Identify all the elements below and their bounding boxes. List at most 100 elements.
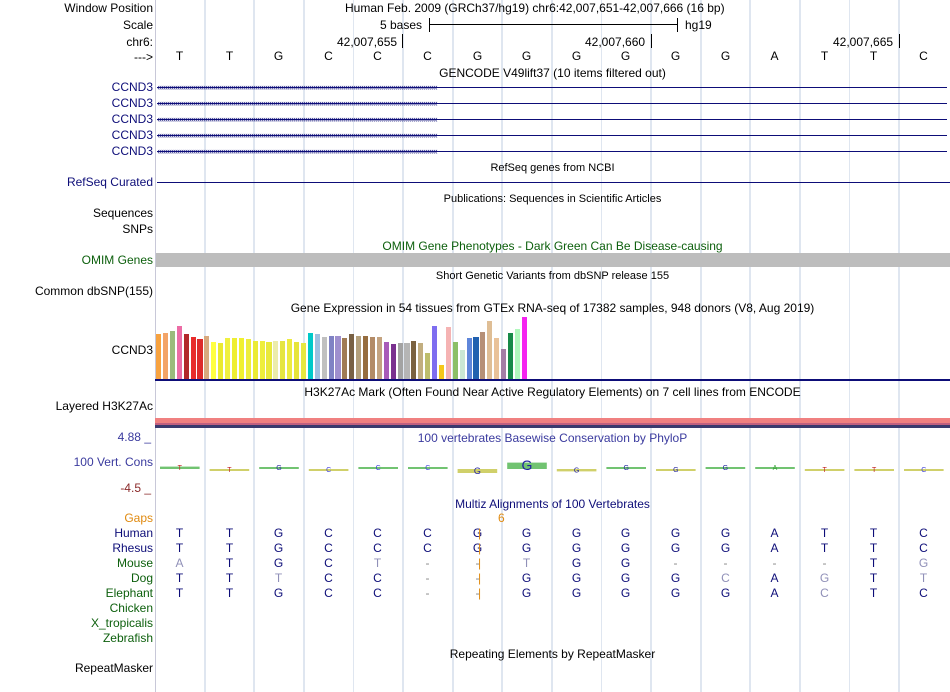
gtex-tissue-bar[interactable] — [162, 333, 169, 379]
gtex-tissue-bar[interactable] — [473, 337, 479, 379]
gtex-tissue-bar[interactable] — [459, 350, 465, 379]
gtex-tissue-bar[interactable] — [432, 326, 438, 379]
phylop-score-mark[interactable] — [904, 469, 944, 471]
gencode-item-label[interactable]: CCND3 — [111, 96, 153, 110]
gtex-tissue-bar[interactable] — [197, 339, 203, 379]
gtex-tissue-bar[interactable] — [356, 336, 362, 379]
phylop-score-mark[interactable] — [308, 469, 349, 471]
phylop-score-mark[interactable] — [457, 469, 498, 473]
gtex-tissue-bar[interactable] — [328, 336, 334, 379]
gtex-track-label[interactable]: CCND3 — [111, 343, 153, 357]
gtex-tissue-bar[interactable] — [245, 339, 251, 379]
gtex-tissue-bar[interactable] — [169, 331, 175, 379]
gencode-item-label[interactable]: CCND3 — [111, 80, 153, 94]
gtex-tissue-bar[interactable] — [369, 337, 376, 379]
gtex-tissue-bar[interactable] — [156, 334, 162, 379]
gtex-tissue-bar[interactable] — [376, 337, 382, 379]
gencode-item-label[interactable]: CCND3 — [111, 128, 153, 142]
phylop-score-mark[interactable] — [209, 469, 250, 471]
phylop-score-mark[interactable] — [556, 469, 597, 472]
gencode-transcript[interactable]: ‹‹‹‹‹‹‹‹‹‹‹‹‹‹‹‹‹‹‹‹‹‹‹‹‹‹‹‹‹‹‹‹‹‹‹‹‹‹‹‹… — [157, 99, 947, 108]
phylop-score-mark[interactable] — [358, 467, 398, 469]
gtex-tissue-bar[interactable] — [259, 341, 265, 379]
gtex-tissue-bar[interactable] — [349, 334, 355, 379]
gtex-tissue-bar[interactable] — [363, 336, 369, 379]
gtex-tissue-bar[interactable] — [280, 341, 286, 379]
phylop-track-label[interactable]: 100 Vert. Cons — [73, 455, 153, 469]
species-label[interactable]: Zebrafish — [102, 631, 153, 645]
h3k27ac-signal-top[interactable] — [155, 418, 950, 423]
gtex-tissue-bar[interactable] — [294, 342, 300, 379]
gtex-tissue-bar[interactable] — [252, 341, 258, 379]
snps-track-label[interactable]: SNPs — [122, 222, 153, 236]
gtex-tissue-bar[interactable] — [183, 334, 189, 379]
gtex-tissue-bar[interactable] — [231, 338, 238, 379]
gtex-tissue-bar[interactable] — [390, 344, 396, 379]
gtex-tissue-bar[interactable] — [225, 338, 231, 379]
gtex-tissue-bar[interactable] — [300, 343, 307, 379]
gtex-tissue-bar[interactable] — [211, 342, 217, 379]
gtex-tissue-bar[interactable] — [487, 321, 493, 379]
gtex-bar-chart[interactable] — [155, 316, 950, 379]
gtex-tissue-bar[interactable] — [397, 343, 403, 379]
species-label[interactable]: Rhesus — [112, 541, 153, 555]
species-label[interactable]: Human — [114, 526, 153, 540]
gtex-tissue-bar[interactable] — [307, 333, 313, 379]
gtex-tissue-bar[interactable] — [383, 342, 389, 379]
gtex-tissue-bar[interactable] — [494, 338, 500, 379]
phylop-score-mark[interactable] — [160, 466, 200, 469]
refseq-transcript-line[interactable] — [157, 182, 950, 183]
species-label[interactable]: Elephant — [105, 586, 153, 600]
gencode-item-label[interactable]: CCND3 — [111, 112, 153, 126]
phylop-score-mark[interactable] — [656, 469, 696, 471]
phylop-score-mark[interactable] — [755, 467, 795, 469]
sequences-track-label[interactable]: Sequences — [92, 206, 153, 220]
species-label[interactable]: Chicken — [109, 601, 153, 615]
refseq-track-label[interactable]: RefSeq Curated — [66, 175, 153, 189]
gtex-tissue-bar[interactable] — [501, 349, 507, 379]
dbsnp-track-label[interactable]: Common dbSNP(155) — [34, 284, 153, 298]
species-label[interactable]: Dog — [130, 571, 153, 585]
species-label[interactable]: X_tropicalis — [90, 616, 153, 630]
phylop-score-mark[interactable] — [854, 469, 894, 471]
gtex-tissue-bar[interactable] — [445, 327, 451, 379]
gencode-transcript[interactable]: ‹‹‹‹‹‹‹‹‹‹‹‹‹‹‹‹‹‹‹‹‹‹‹‹‹‹‹‹‹‹‹‹‹‹‹‹‹‹‹‹… — [157, 115, 947, 124]
phylop-score-mark[interactable] — [259, 467, 299, 469]
gtex-tissue-bar[interactable] — [287, 339, 293, 379]
gtex-tissue-bar[interactable] — [521, 317, 527, 379]
gtex-tissue-bar[interactable] — [321, 337, 327, 379]
gencode-transcript[interactable]: ‹‹‹‹‹‹‹‹‹‹‹‹‹‹‹‹‹‹‹‹‹‹‹‹‹‹‹‹‹‹‹‹‹‹‹‹‹‹‹‹… — [157, 147, 947, 156]
phylop-score-mark[interactable] — [408, 467, 448, 469]
phylop-score-mark[interactable] — [507, 462, 547, 469]
gtex-tissue-bar[interactable] — [507, 333, 514, 379]
gtex-tissue-bar[interactable] — [418, 343, 424, 379]
gtex-tissue-bar[interactable] — [204, 336, 210, 379]
gencode-transcript[interactable]: ‹‹‹‹‹‹‹‹‹‹‹‹‹‹‹‹‹‹‹‹‹‹‹‹‹‹‹‹‹‹‹‹‹‹‹‹‹‹‹‹… — [157, 131, 947, 140]
gtex-tissue-bar[interactable] — [466, 338, 472, 379]
phylop-score-mark[interactable] — [606, 467, 646, 469]
h3k27ac-track-label[interactable]: Layered H3K27Ac — [55, 399, 153, 413]
phylop-score-mark[interactable] — [804, 469, 845, 471]
gtex-tissue-bar[interactable] — [438, 365, 445, 379]
gencode-item-label[interactable]: CCND3 — [111, 144, 153, 158]
species-label[interactable]: Mouse — [116, 556, 153, 570]
h3k27ac-signal-mid[interactable] — [155, 423, 950, 425]
gtex-tissue-bar[interactable] — [176, 326, 182, 379]
gtex-tissue-bar[interactable] — [342, 338, 348, 379]
gtex-tissue-bar[interactable] — [514, 329, 520, 379]
gtex-tissue-bar[interactable] — [273, 341, 279, 379]
repeatmasker-track-label[interactable]: RepeatMasker — [74, 661, 153, 675]
phylop-score-mark[interactable] — [705, 467, 746, 469]
omim-gene-bar[interactable] — [156, 253, 950, 267]
gtex-tissue-bar[interactable] — [404, 343, 410, 379]
gtex-tissue-bar[interactable] — [190, 337, 196, 379]
gencode-transcript[interactable]: ‹‹‹‹‹‹‹‹‹‹‹‹‹‹‹‹‹‹‹‹‹‹‹‹‹‹‹‹‹‹‹‹‹‹‹‹‹‹‹‹… — [157, 83, 947, 92]
gtex-tissue-bar[interactable] — [218, 343, 224, 379]
gtex-tissue-bar[interactable] — [480, 332, 486, 379]
gtex-tissue-bar[interactable] — [335, 336, 341, 379]
h3k27ac-signal-base[interactable] — [155, 425, 950, 428]
gtex-tissue-bar[interactable] — [425, 353, 431, 379]
gtex-tissue-bar[interactable] — [314, 334, 320, 379]
gtex-tissue-bar[interactable] — [452, 342, 458, 379]
